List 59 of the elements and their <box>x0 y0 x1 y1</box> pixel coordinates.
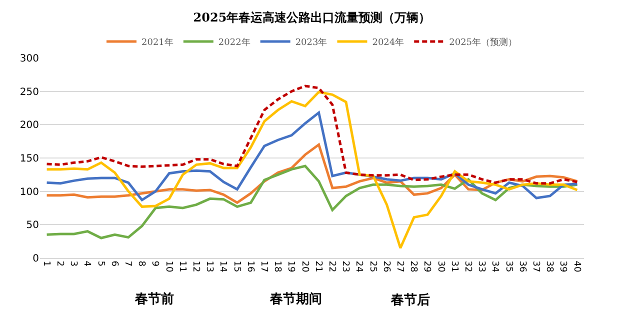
x-tick-label: 25 <box>367 260 378 272</box>
line-series <box>46 84 578 185</box>
x-tick-label: 2 <box>54 260 64 267</box>
x-tick-label: 24 <box>354 260 364 273</box>
x-tick-label: 13 <box>204 260 214 272</box>
x-tick-label: 8 <box>136 260 146 267</box>
x-tick-label: 9 <box>150 260 160 267</box>
x-tick-label: 7 <box>122 260 132 267</box>
x-tick-label: 21 <box>312 260 323 272</box>
legend-label: 2022年 <box>218 37 250 48</box>
chart-title: 2025年春运高速公路出口流量预测（万辆） <box>193 10 431 25</box>
x-tick-label: 28 <box>408 260 418 273</box>
line-series <box>46 90 578 250</box>
x-tick-label: 15 <box>231 260 242 272</box>
y-tick-label: 300 <box>20 54 39 64</box>
x-tick-label: 4 <box>82 260 92 267</box>
x-tick-label: 3 <box>68 260 78 267</box>
x-tick-label: 29 <box>422 260 432 273</box>
x-tick-label: 20 <box>299 260 310 273</box>
legend-label: 2023年 <box>295 37 328 48</box>
x-tick-label: 1 <box>40 260 51 267</box>
x-tick-label: 34 <box>490 260 500 273</box>
line-series <box>46 164 578 240</box>
y-tick-label: 200 <box>20 120 39 132</box>
legend-label: 2025年（预测） <box>449 37 518 48</box>
x-tick-label: 40 <box>571 260 582 273</box>
x-tick-label: 39 <box>558 260 568 273</box>
text: 春节期间 <box>269 292 322 307</box>
x-tick-label: 26 <box>380 260 391 273</box>
x-tick-label: 6 <box>108 260 119 267</box>
x-tick-label: 35 <box>503 260 514 272</box>
x-tick-label: 27 <box>394 260 404 272</box>
x-tick-label: 17 <box>258 260 268 272</box>
x-tick-label: 30 <box>435 260 446 273</box>
x-tick-label: 38 <box>544 260 554 273</box>
legend-label: 2024年 <box>372 37 404 48</box>
y-tick-label: 150 <box>20 154 39 164</box>
text: 春节前 <box>134 292 174 307</box>
text: 春节后 <box>390 292 430 308</box>
y-tick-label: 250 <box>20 86 39 98</box>
x-tick-label: 32 <box>462 260 472 272</box>
x-tick-label: 19 <box>286 260 296 273</box>
x-tick-label: 12 <box>190 260 200 272</box>
x-tick-label: 10 <box>163 260 174 273</box>
y-tick-label: 100 <box>20 186 39 198</box>
x-tick-label: 16 <box>244 260 255 273</box>
x-tick-label: 11 <box>176 260 187 272</box>
x-tick-label: 36 <box>516 260 527 273</box>
legend-label: 2021年 <box>142 37 174 48</box>
x-tick-label: 33 <box>476 260 486 272</box>
x-tick-label: 31 <box>448 260 459 272</box>
y-tick-label: 50 <box>26 220 39 232</box>
x-tick-label: 22 <box>326 260 336 272</box>
x-tick-label: 23 <box>340 260 350 272</box>
x-tick-label: 18 <box>272 260 282 273</box>
x-tick-label: 37 <box>530 260 540 272</box>
y-tick-label: 0 <box>32 254 39 264</box>
x-tick-label: 14 <box>218 260 228 273</box>
x-tick-label: 5 <box>95 260 106 267</box>
